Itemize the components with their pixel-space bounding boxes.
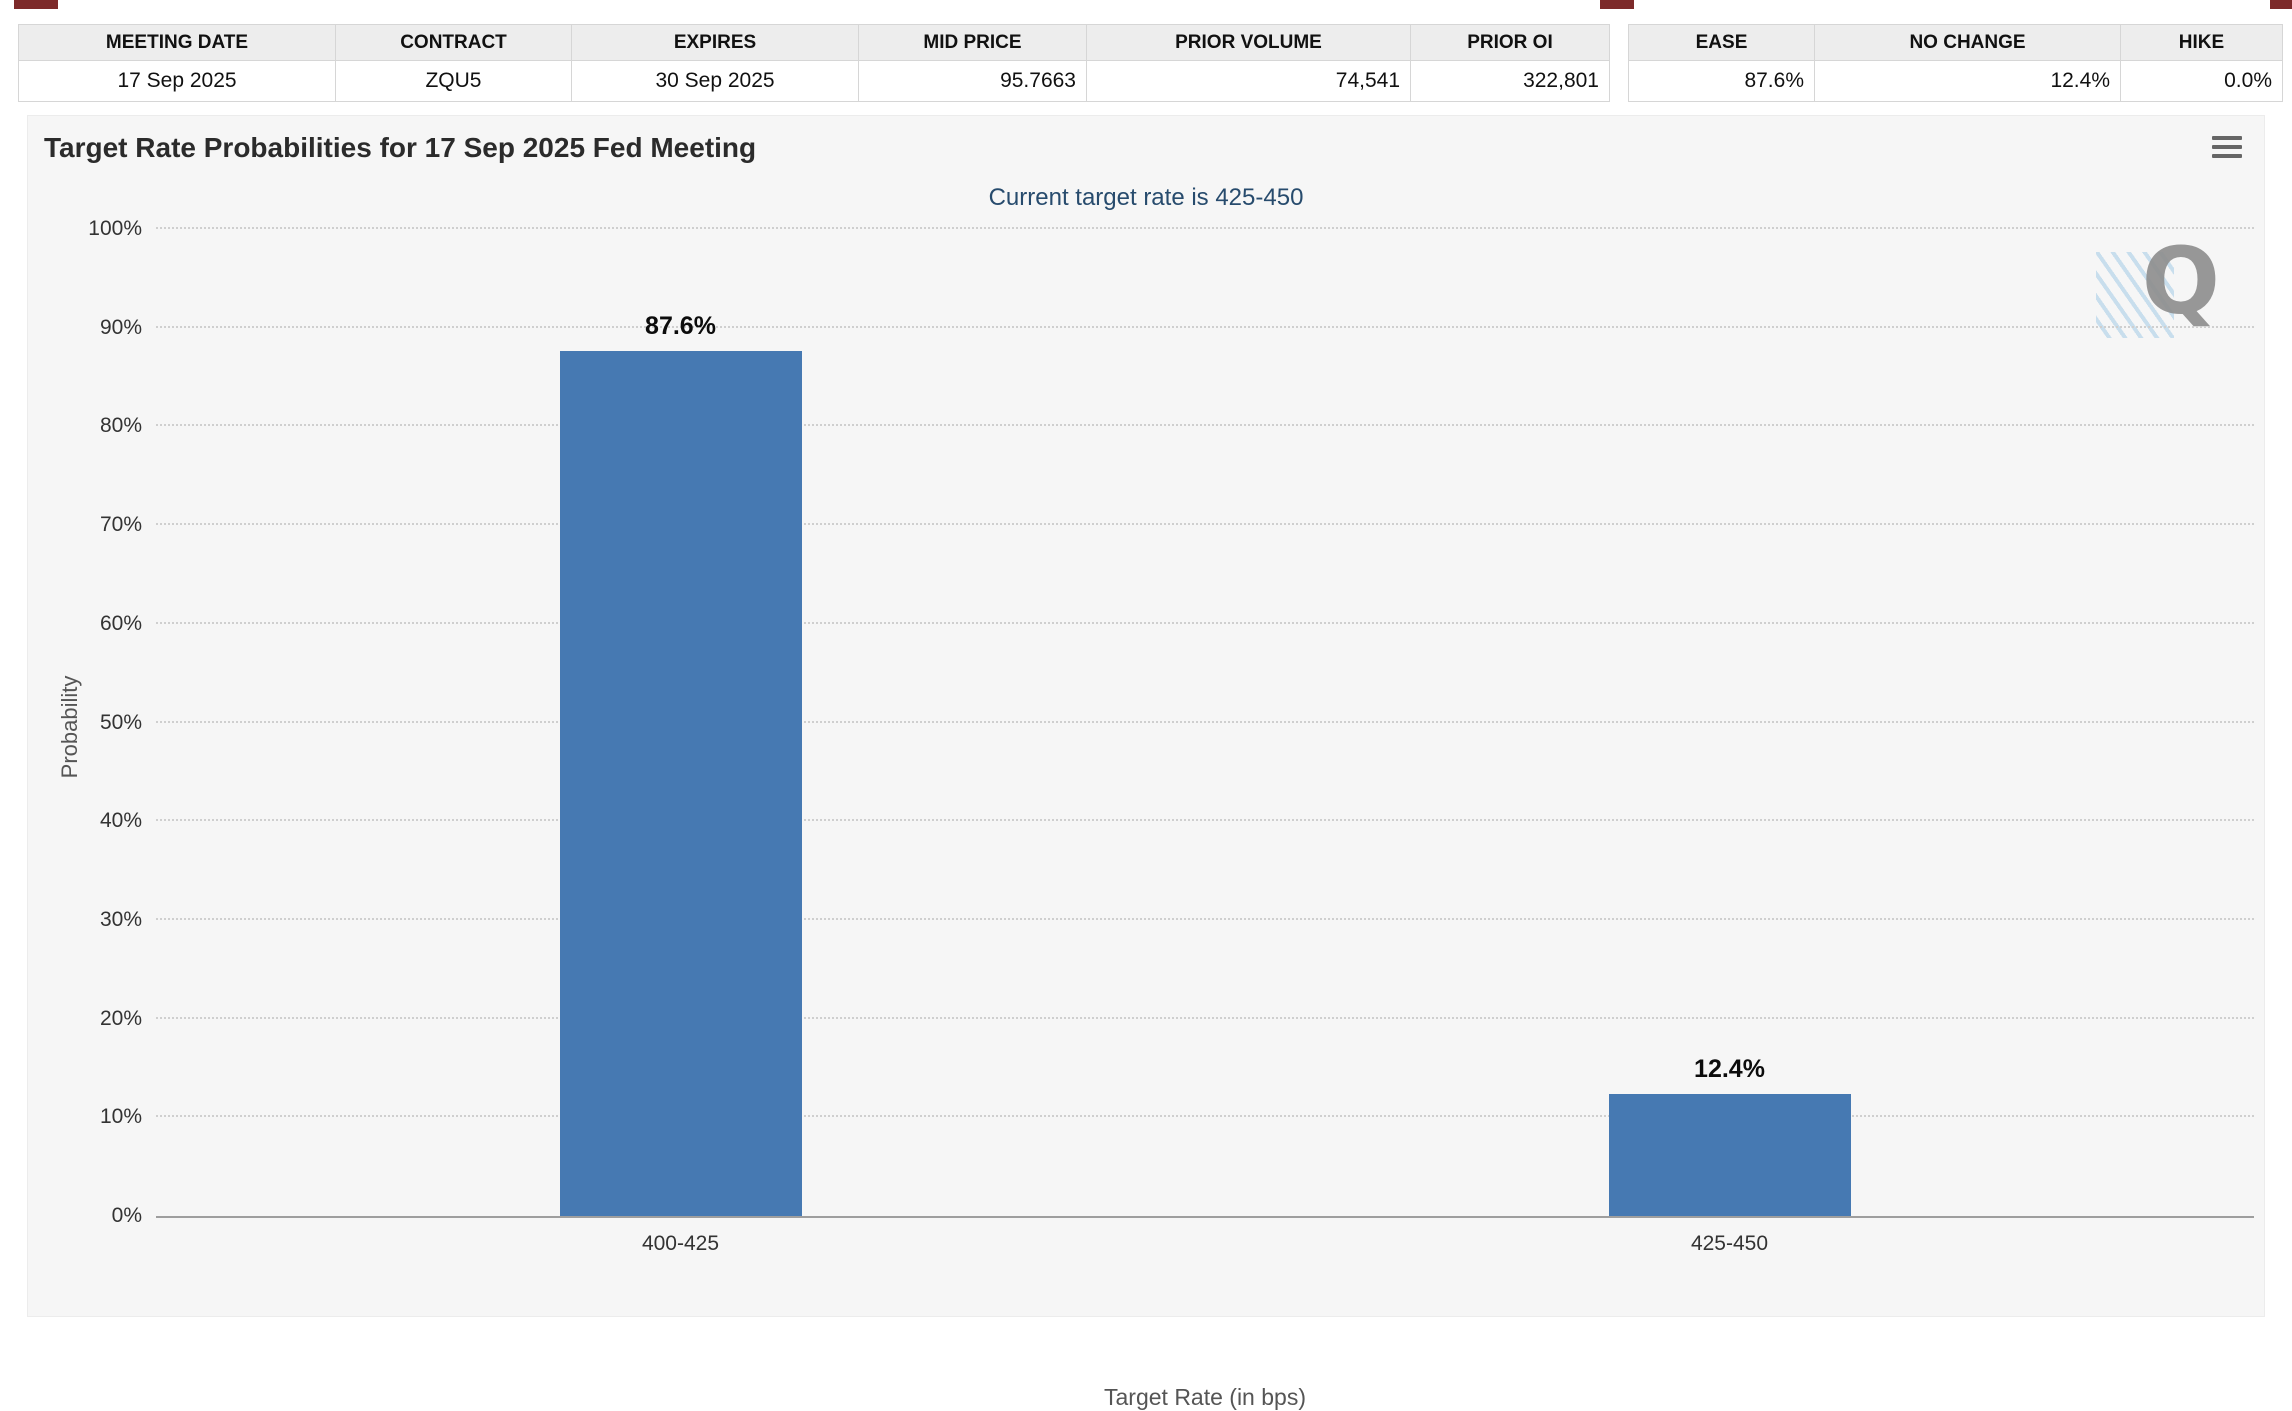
y-tick-label: 0% — [111, 1204, 142, 1227]
col-header-no-change: NO CHANGE — [1814, 24, 2121, 61]
hamburger-menu-icon — [2212, 145, 2242, 149]
y-tick-label: 20% — [99, 1006, 142, 1030]
gridline — [156, 1016, 2254, 1019]
bar — [559, 351, 802, 1216]
top-accent-bar — [1600, 0, 1634, 9]
y-tick-label: 80% — [99, 414, 142, 438]
plot-area: 0% 10% 20% 30% 40% 50% 60% 70% 80% 90% 100% 87.6% 40… — [88, 217, 2254, 1255]
y-tick-label: 40% — [99, 809, 142, 833]
contract-summary-table: MEETING DATE CONTRACT EXPIRES MID PRICE … — [18, 24, 1610, 102]
gridline — [156, 523, 2254, 526]
gridline — [156, 1115, 2254, 1118]
fedwatch-probability-chart: Target Rate Probabilities for 17 Sep 202… — [27, 115, 2265, 1410]
x-category-label: 400-425 — [641, 1232, 720, 1255]
cell-contract: ZQU5 — [335, 60, 572, 102]
cell-prior-volume: 74,541 — [1086, 60, 1411, 102]
y-tick-label: 30% — [99, 907, 142, 931]
col-header-prior-oi: PRIOR OI — [1410, 24, 1610, 61]
table-header-row: MEETING DATE CONTRACT EXPIRES MID PRICE … — [18, 24, 1610, 61]
col-header-prior-volume: PRIOR VOLUME — [1086, 24, 1411, 61]
x-category-label: 425-450 — [1690, 1232, 1769, 1255]
hamburger-menu-icon — [2212, 154, 2242, 158]
col-header-ease: EASE — [1628, 24, 1815, 61]
cell-mid-price: 95.7663 — [858, 60, 1087, 102]
gridline — [156, 227, 2254, 229]
bar-value-label: 87.6% — [645, 312, 716, 341]
hamburger-menu-icon — [2212, 136, 2242, 140]
cell-hike: 0.0% — [2120, 60, 2283, 102]
x-axis-title: Target Rate (in bps) — [1104, 1384, 1306, 1410]
y-tick-label: 90% — [99, 315, 142, 339]
top-accent-bar — [14, 0, 58, 9]
table-row: 87.6% 12.4% 0.0% — [1628, 60, 2283, 102]
table-row: 17 Sep 2025 ZQU5 30 Sep 2025 95.7663 74,… — [18, 60, 1610, 102]
table-header-row: EASE NO CHANGE HIKE — [1628, 24, 2283, 61]
cell-no-change: 12.4% — [1814, 60, 2121, 102]
gridline — [156, 819, 2254, 822]
chart-menu-button[interactable] — [2212, 134, 2242, 160]
cell-ease: 87.6% — [1628, 60, 1815, 102]
bar — [1608, 1093, 1851, 1216]
y-tick-label: 60% — [99, 611, 142, 635]
chart-title: Target Rate Probabilities for 17 Sep 202… — [44, 132, 757, 163]
gridline — [156, 325, 2254, 328]
gridline — [156, 621, 2254, 624]
y-tick-label: 100% — [88, 217, 142, 240]
gridline — [156, 720, 2254, 723]
gridline — [156, 917, 2254, 920]
col-header-meeting-date: MEETING DATE — [18, 24, 336, 61]
y-tick-label: 10% — [99, 1105, 142, 1129]
top-accent-bar — [2270, 0, 2292, 9]
gridline — [156, 424, 2254, 427]
move-probability-table: EASE NO CHANGE HIKE 87.6% 12.4% 0.0% — [1628, 24, 2283, 102]
cell-meeting-date: 17 Sep 2025 — [18, 60, 336, 102]
cell-expires: 30 Sep 2025 — [571, 60, 859, 102]
col-header-mid-price: MID PRICE — [858, 24, 1087, 61]
col-header-hike: HIKE — [2120, 24, 2283, 61]
chart-subtitle: Current target rate is 425-450 — [988, 184, 1304, 211]
bar-value-label: 12.4% — [1694, 1054, 1765, 1083]
y-tick-label: 50% — [99, 710, 142, 734]
y-tick-label: 70% — [99, 513, 142, 537]
col-header-contract: CONTRACT — [335, 24, 572, 61]
cell-prior-oi: 322,801 — [1410, 60, 1610, 102]
col-header-expires: EXPIRES — [571, 24, 859, 61]
